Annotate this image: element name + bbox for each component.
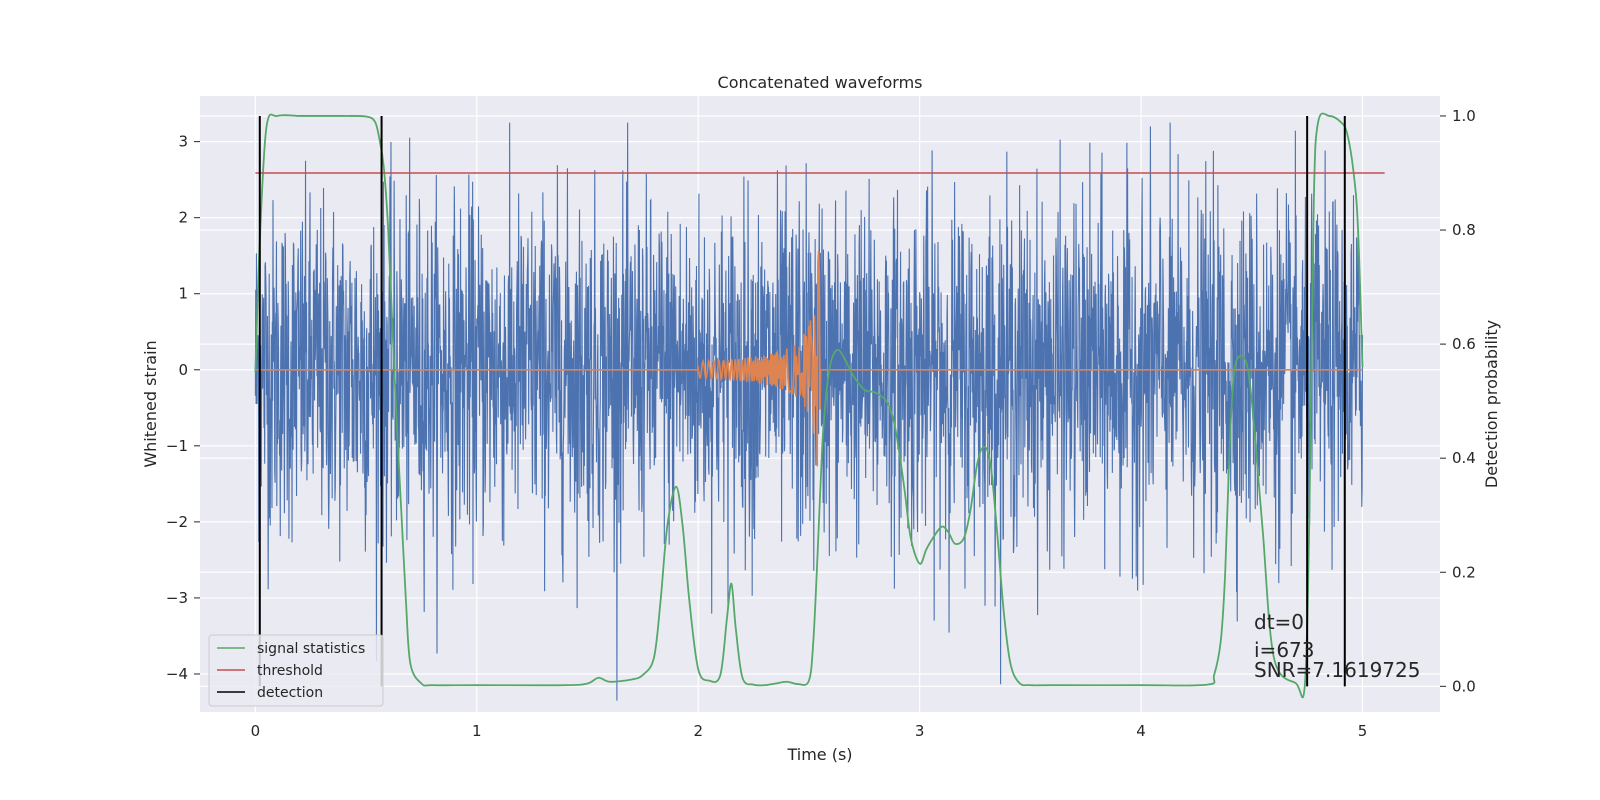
strain-series xyxy=(254,122,1364,701)
x-axis: 0 1 2 3 4 5 xyxy=(251,722,1368,740)
x-tick-label: 4 xyxy=(1136,722,1146,740)
injected-waveform-series xyxy=(255,251,1363,467)
annotation-dt: dt=0 xyxy=(1254,610,1304,634)
legend-label-threshold: threshold xyxy=(257,663,323,679)
y-axis-label: Whitened strain xyxy=(141,340,160,467)
x-tick-label: 0 xyxy=(251,722,261,740)
legend-box xyxy=(208,634,384,707)
detection-series xyxy=(258,115,1346,687)
y-tick-label: −3 xyxy=(166,589,188,607)
y-tick-label: −2 xyxy=(166,513,188,531)
strain-line xyxy=(254,122,1364,701)
y-tick-label: −4 xyxy=(166,665,188,683)
y-tick-label: 3 xyxy=(178,133,188,151)
y2-tick-label: 0.2 xyxy=(1452,563,1476,581)
y-tick-label: 2 xyxy=(178,209,188,227)
y2-tick-label: 0.8 xyxy=(1452,221,1476,239)
annotations: dt=0 i=673 SNR=7.1619725 xyxy=(1254,610,1420,682)
y-axis-right: 0.0 0.2 0.4 0.6 0.8 1.0 xyxy=(1440,107,1476,695)
annotation-snr: SNR=7.1619725 xyxy=(1254,658,1420,682)
y2-tick-label: 0.0 xyxy=(1452,677,1476,695)
x-tick-label: 1 xyxy=(472,722,482,740)
signal-statistics-series xyxy=(254,112,1364,699)
injected-waveform-line xyxy=(255,251,1363,467)
y2-tick-label: 0.6 xyxy=(1452,335,1476,353)
legend-label-signal-statistics: signal statistics xyxy=(257,641,365,657)
legend: signal statistics threshold detection xyxy=(208,634,384,707)
y-tick-label: 1 xyxy=(178,285,188,303)
y-axis-left: −4 −3 −2 −1 0 1 2 3 xyxy=(166,133,200,683)
y2-tick-label: 1.0 xyxy=(1452,107,1476,125)
signal-statistics-line xyxy=(254,112,1364,699)
x-tick-label: 2 xyxy=(693,722,703,740)
y-tick-label: 0 xyxy=(178,361,188,379)
y-tick-label: −1 xyxy=(166,437,188,455)
x-tick-label: 5 xyxy=(1358,722,1368,740)
y2-tick-label: 0.4 xyxy=(1452,449,1476,467)
legend-label-detection: detection xyxy=(257,685,323,701)
x-axis-label: Time (s) xyxy=(786,745,852,764)
annotation-index: i=673 xyxy=(1254,638,1315,662)
y2-axis-label: Detection probability xyxy=(1482,320,1501,488)
x-tick-label: 3 xyxy=(915,722,925,740)
chart-title: Concatenated waveforms xyxy=(718,73,923,92)
